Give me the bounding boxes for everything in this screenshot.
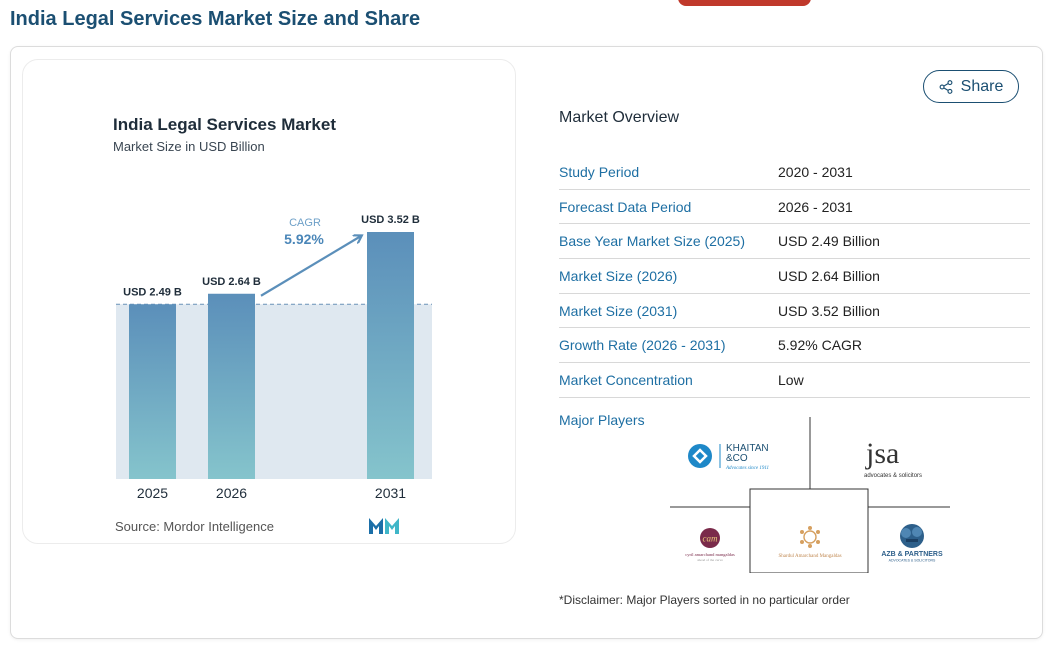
overview-label: Study Period bbox=[559, 163, 640, 180]
cagr-value: 5.92% bbox=[284, 231, 324, 247]
cam-logo: cam cyril amarchand mangaldas ahead of t… bbox=[685, 528, 735, 562]
overview-label: Base Year Market Size (2025) bbox=[559, 233, 745, 250]
overview-value: USD 3.52 Billion bbox=[778, 302, 880, 319]
jsa-logo: jsa advocates & solicitors bbox=[864, 437, 922, 479]
overview-label: Market Size (2026) bbox=[559, 267, 678, 284]
overview-value: 2026 - 2031 bbox=[778, 198, 853, 215]
chart-card: India Legal Services Market Market Size … bbox=[22, 59, 516, 544]
overview-row: Market Size (2026) USD 2.64 Billion bbox=[559, 259, 1030, 294]
sam-name: Shardul Amarchand Mangaldas bbox=[778, 554, 841, 559]
overview-value: 2020 - 2031 bbox=[778, 163, 853, 180]
overview-label: Market Size (2031) bbox=[559, 302, 678, 319]
jsa-tagline: advocates & solicitors bbox=[864, 473, 922, 479]
overview-row: Market Concentration Low bbox=[559, 363, 1030, 398]
disclaimer: *Disclaimer: Major Players sorted in no … bbox=[559, 593, 850, 607]
share-icon bbox=[939, 79, 953, 94]
top-tab[interactable] bbox=[678, 0, 811, 6]
major-players-label: Major Players bbox=[559, 412, 645, 428]
data-label-2031: USD 3.52 B bbox=[361, 214, 420, 226]
khaitan-tagline: Advocates since 1911 bbox=[725, 466, 769, 471]
cagr-arrow bbox=[260, 236, 361, 297]
jsa-mark: jsa bbox=[865, 437, 899, 470]
bar-2025 bbox=[129, 304, 176, 479]
tick-label-2031: 2031 bbox=[375, 485, 406, 501]
cam-name: cyril amarchand mangaldas bbox=[685, 552, 735, 557]
overview-label: Market Concentration bbox=[559, 371, 693, 388]
data-label-2025: USD 2.49 B bbox=[123, 286, 182, 298]
overview-value: USD 2.64 Billion bbox=[778, 267, 880, 284]
chart-source: Source: Mordor Intelligence bbox=[115, 519, 274, 534]
tick-label-2025: 2025 bbox=[137, 485, 168, 501]
overview-value: Low bbox=[778, 371, 804, 388]
tick-label-2026: 2026 bbox=[216, 485, 247, 501]
overview-row: Study Period 2020 - 2031 bbox=[559, 155, 1030, 190]
overview-value: USD 2.49 Billion bbox=[778, 233, 880, 250]
overview-row: Growth Rate (2026 - 2031) 5.92% CAGR bbox=[559, 328, 1030, 364]
azb-name: AZB & PARTNERS bbox=[881, 551, 943, 558]
overview-title: Market Overview bbox=[559, 109, 680, 126]
cam-tagline: ahead of the curve bbox=[697, 558, 723, 562]
sam-logo: Shardul Amarchand Mangaldas bbox=[778, 526, 842, 559]
overview-row: Base Year Market Size (2025) USD 2.49 Bi… bbox=[559, 224, 1030, 260]
cagr-label: CAGR bbox=[289, 217, 321, 229]
chart-subtitle: Market Size in USD Billion bbox=[113, 139, 265, 154]
khaitan-line1: KHAITAN bbox=[726, 443, 769, 454]
cam-mark: cam bbox=[703, 534, 718, 544]
bar-chart: USD 2.49 B 2025 USD 2.64 B 2026 USD 3.52 B 20… bbox=[116, 214, 432, 501]
overview-label: Growth Rate (2026 - 2031) bbox=[559, 337, 726, 354]
overview-row: Market Size (2031) USD 3.52 Billion bbox=[559, 294, 1030, 329]
azb-tagline: ADVOCATES & SOLICITORS bbox=[889, 559, 936, 563]
share-label: Share bbox=[960, 77, 1004, 95]
overview-value: 5.92% CAGR bbox=[778, 337, 863, 354]
share-button[interactable]: Share bbox=[923, 70, 1019, 103]
data-label-2026: USD 2.64 B bbox=[202, 276, 261, 288]
khaitan-logo: KHAITAN &CO Advocates since 1911 bbox=[688, 443, 769, 471]
overview-row: Forecast Data Period 2026 - 2031 bbox=[559, 190, 1030, 225]
bar-2026 bbox=[208, 293, 255, 479]
major-players-grid: KHAITAN &CO Advocates since 1911 jsa adv… bbox=[670, 417, 950, 573]
mordor-logo-icon bbox=[369, 518, 399, 534]
khaitan-line2: &CO bbox=[726, 453, 748, 464]
chart-title: India Legal Services Market bbox=[113, 115, 336, 134]
azb-logo: AZB & PARTNERS ADVOCATES & SOLICITORS bbox=[881, 524, 943, 563]
overview-table: Study Period 2020 - 2031 Forecast Data P… bbox=[559, 155, 1030, 398]
page-title: India Legal Services Market Size and Sha… bbox=[10, 8, 421, 30]
bar-2031 bbox=[367, 232, 414, 479]
overview-label: Forecast Data Period bbox=[559, 198, 692, 215]
